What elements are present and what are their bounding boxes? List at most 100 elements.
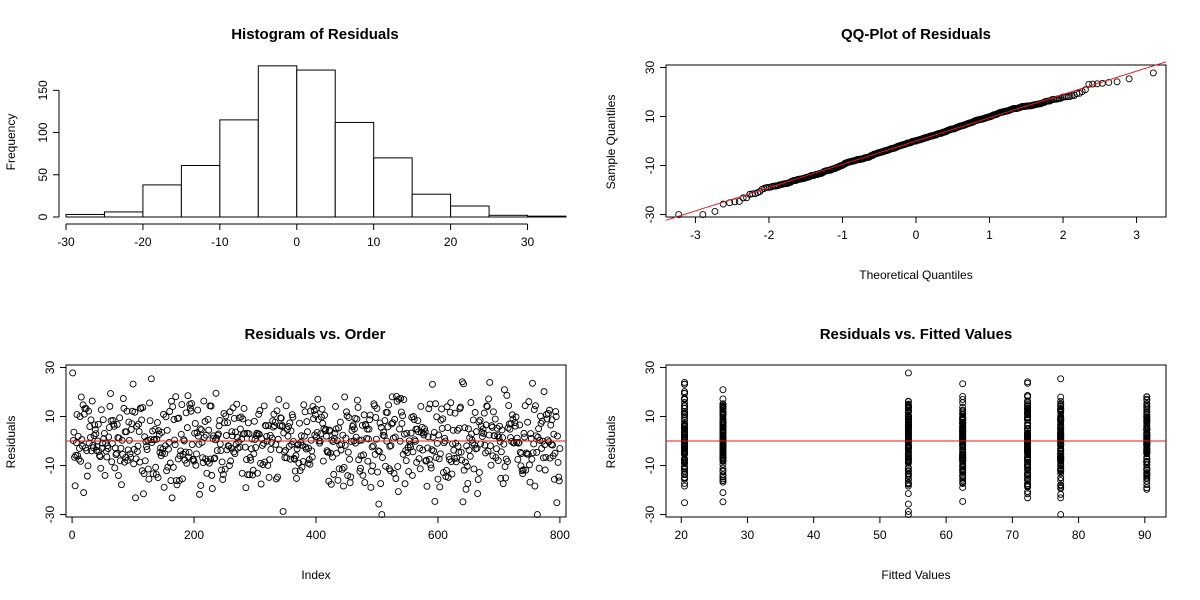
order-point xyxy=(464,425,472,433)
order-point xyxy=(522,466,530,474)
order-point xyxy=(471,409,479,416)
order-point xyxy=(476,416,484,424)
order-point xyxy=(139,490,147,498)
order-point xyxy=(296,467,304,475)
fitted-point xyxy=(959,406,967,414)
order-point xyxy=(483,402,491,410)
order-point xyxy=(297,432,305,440)
order-point xyxy=(493,445,500,453)
order-point xyxy=(481,441,489,449)
qq-plot-panel: QQ-Plot of Residuals Theoretical Quantil… xyxy=(604,26,1167,282)
qq-plot-x-axis: -3 -2 -1 0 1 2 3 xyxy=(690,217,1140,242)
order-point xyxy=(287,427,295,435)
order-point xyxy=(443,403,451,411)
order-point xyxy=(446,456,453,463)
order-point xyxy=(252,444,260,451)
order-point xyxy=(146,399,153,407)
order-point xyxy=(151,425,159,433)
order-point xyxy=(87,416,95,424)
order-point xyxy=(514,455,522,463)
fitted-point xyxy=(1057,402,1065,410)
order-point xyxy=(379,454,386,462)
order-point xyxy=(239,415,247,423)
fitted-point xyxy=(904,482,912,490)
order-point xyxy=(462,485,470,493)
order-point xyxy=(479,433,486,441)
order-point xyxy=(168,494,176,502)
order-point xyxy=(422,457,430,465)
residuals-vs-order-x-tick-label: 400 xyxy=(306,528,326,542)
order-point xyxy=(83,447,91,455)
fitted-point xyxy=(1143,417,1151,425)
order-point xyxy=(293,475,300,482)
order-point xyxy=(105,424,113,431)
order-point xyxy=(101,472,109,479)
order-point xyxy=(108,458,116,466)
fitted-point xyxy=(681,449,688,457)
order-point xyxy=(496,422,503,430)
order-point xyxy=(278,423,286,430)
order-point xyxy=(114,472,122,479)
order-point xyxy=(552,413,560,421)
residuals-vs-order-y-tick-label: -30 xyxy=(43,506,57,524)
order-point xyxy=(470,465,478,473)
order-point xyxy=(123,407,131,415)
order-point xyxy=(541,466,549,474)
order-point xyxy=(507,434,514,441)
fitted-point xyxy=(1024,402,1032,410)
fitted-point xyxy=(719,404,727,412)
fitted-point xyxy=(904,369,912,377)
order-point xyxy=(266,456,274,464)
order-point xyxy=(248,435,256,443)
qq-plot-x-tick-label: 3 xyxy=(1133,228,1140,242)
fitted-point xyxy=(959,454,967,462)
order-point xyxy=(375,500,383,508)
order-point xyxy=(532,402,539,410)
residuals-vs-fitted-y-tick-label: -30 xyxy=(643,506,657,524)
qq-point xyxy=(675,211,683,218)
order-point xyxy=(461,458,469,466)
qq-reference-line xyxy=(665,61,1167,221)
qq-plot-y-tick-label: 10 xyxy=(643,109,657,123)
fitted-point xyxy=(681,420,688,428)
fitted-point xyxy=(719,432,727,440)
order-point xyxy=(249,471,257,479)
order-point xyxy=(318,405,326,413)
residuals-vs-order-x-axis: 0 200 400 600 800 xyxy=(69,517,570,542)
fitted-point xyxy=(904,500,912,508)
qq-point xyxy=(1125,75,1133,83)
order-point xyxy=(374,468,382,476)
order-point xyxy=(158,449,166,457)
order-point xyxy=(436,483,444,491)
residuals-vs-fitted-x-axis-label: Fitted Values xyxy=(881,568,950,582)
order-point xyxy=(154,419,161,426)
residuals-vs-fitted-x-axis: 20 30 40 50 60 70 80 90 xyxy=(675,517,1152,542)
residuals-vs-fitted-panel: Residuals vs. Fitted Values Fitted Value… xyxy=(604,326,1167,582)
order-point xyxy=(230,448,238,456)
order-point xyxy=(449,426,457,434)
qq-plot-y-axis: -30 -10 10 30 xyxy=(643,60,666,223)
fitted-point xyxy=(904,397,912,405)
order-point xyxy=(515,439,523,447)
order-point xyxy=(409,448,417,456)
order-point xyxy=(554,458,562,466)
qq-point xyxy=(719,200,727,208)
order-point xyxy=(310,415,318,423)
order-point xyxy=(204,416,212,423)
order-point xyxy=(402,457,410,465)
order-point xyxy=(421,428,429,436)
order-point xyxy=(372,435,380,443)
histogram-x-axis: -30 -20 -10 0 10 20 30 xyxy=(57,223,535,249)
order-point xyxy=(244,471,252,479)
order-point xyxy=(236,425,244,433)
order-point xyxy=(225,462,233,469)
order-point xyxy=(521,402,529,410)
histogram-bar xyxy=(411,193,452,218)
order-point xyxy=(474,490,482,497)
order-point xyxy=(282,446,289,454)
order-point xyxy=(132,455,140,463)
fitted-point xyxy=(719,473,727,481)
fitted-point xyxy=(1024,462,1032,470)
order-point xyxy=(116,414,124,422)
histogram-y-tick-label: 0 xyxy=(36,213,50,220)
